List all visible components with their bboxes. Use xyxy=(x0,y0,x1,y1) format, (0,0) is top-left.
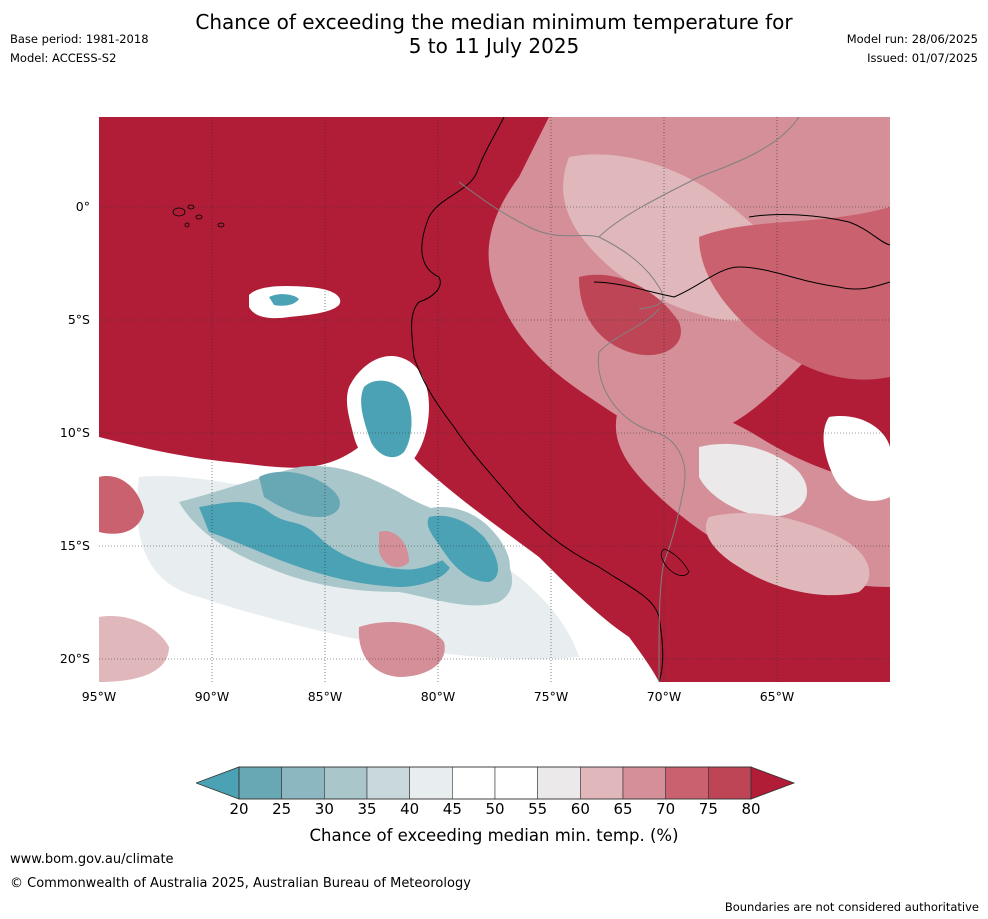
colorbar-segment xyxy=(708,766,752,800)
colorbar-tick-label: 70 xyxy=(656,800,676,818)
disclaimer: Boundaries are not considered authoritat… xyxy=(724,900,979,914)
lon-label-90w: 90°W xyxy=(194,689,230,704)
colorbar-segment xyxy=(580,766,624,800)
region-land-east-70 xyxy=(699,207,890,380)
colorbar-tick-label: 80 xyxy=(741,800,761,818)
lon-label-95w: 95°W xyxy=(81,689,117,704)
lon-label-65w: 65°W xyxy=(759,689,795,704)
colorbar-tick-label: 75 xyxy=(698,800,718,818)
region-sw-red-a xyxy=(99,476,144,534)
copyright: © Commonwealth of Australia 2025, Austra… xyxy=(10,876,471,891)
colorbar-segment xyxy=(494,766,538,800)
lon-label-70w: 70°W xyxy=(646,689,682,704)
region-blue-east-core xyxy=(427,515,499,582)
colorbar-tick-label: 35 xyxy=(357,800,377,818)
region-central-blue xyxy=(361,380,412,458)
base-period: Base period: 1981-2018 xyxy=(10,32,149,46)
map-title: Chance of exceeding the median minimum t… xyxy=(0,10,988,58)
amazon-river-north xyxy=(748,214,890,246)
model-info: Base period: 1981-2018 Model: ACCESS-S2 xyxy=(10,30,149,68)
issued-date: Issued: 01/07/2025 xyxy=(867,51,978,65)
run-info: Model run: 28/06/2025 Issued: 01/07/2025 xyxy=(847,30,978,68)
country-borders xyxy=(458,117,800,682)
lat-label-15s: 15°S xyxy=(59,538,90,553)
colorbar-tick-label: 50 xyxy=(485,800,505,818)
lon-label-80w: 80°W xyxy=(420,689,456,704)
lon-label-75w: 75°W xyxy=(533,689,569,704)
region-land-75 xyxy=(579,274,681,356)
colorbar-segment xyxy=(324,766,368,800)
amazon-river xyxy=(593,266,890,298)
colorbar-tick-label: 25 xyxy=(272,800,292,818)
colorbar xyxy=(196,766,796,800)
colorbar-segment xyxy=(537,766,581,800)
title-line-2: 5 to 11 July 2025 xyxy=(408,34,580,58)
colorbar-tick-label: 65 xyxy=(613,800,633,818)
model-name: Model: ACCESS-S2 xyxy=(10,51,117,65)
region-sw-red-c xyxy=(358,622,445,677)
colorbar-high-arrow xyxy=(750,766,796,800)
colorbar-segment xyxy=(452,766,496,800)
lon-label-85w: 85°W xyxy=(307,689,343,704)
lat-label-5s: 5°S xyxy=(67,312,90,327)
colorbar-label: Chance of exceeding median min. temp. (%… xyxy=(309,826,679,845)
lat-label-0: 0° xyxy=(75,199,90,214)
colorbar-segment xyxy=(622,766,666,800)
region-land-se-60 xyxy=(705,513,870,596)
colorbar-low-arrow xyxy=(196,766,240,800)
colorbar-segment xyxy=(366,766,410,800)
coastline xyxy=(411,117,664,682)
colorbar-segment xyxy=(409,766,453,800)
colorbar-tick-label: 55 xyxy=(528,800,548,818)
colorbar-segment xyxy=(281,766,325,800)
region-blue-center xyxy=(259,471,340,517)
galapagos-islands xyxy=(172,204,225,228)
lake-titicaca xyxy=(660,548,690,577)
website-link[interactable]: www.bom.gov.au/climate xyxy=(10,852,174,867)
region-land-se-white xyxy=(823,416,890,501)
graticule xyxy=(99,117,890,682)
region-sw-blue xyxy=(199,502,451,587)
colorbar-frame xyxy=(238,766,752,800)
lat-label-20s: 20°S xyxy=(59,651,90,666)
lat-label-10s: 10°S xyxy=(59,425,90,440)
title-line-1: Chance of exceeding the median minimum t… xyxy=(195,10,793,34)
colorbar-segment xyxy=(238,766,282,800)
colorbar-tick-label: 45 xyxy=(442,800,462,818)
region-sw-red-b xyxy=(379,531,409,568)
colorbar-segment xyxy=(665,766,709,800)
colorbar-tick-label: 60 xyxy=(570,800,590,818)
colorbar-tick-label: 20 xyxy=(229,800,249,818)
region-land-se-55 xyxy=(699,443,808,517)
colorbar-tick-label: 40 xyxy=(400,800,420,818)
region-sw-red-d xyxy=(99,616,169,682)
model-run: Model run: 28/06/2025 xyxy=(846,32,978,46)
probability-map xyxy=(99,117,890,682)
region-small-blue xyxy=(269,294,299,306)
colorbar-tick-label: 30 xyxy=(314,800,334,818)
